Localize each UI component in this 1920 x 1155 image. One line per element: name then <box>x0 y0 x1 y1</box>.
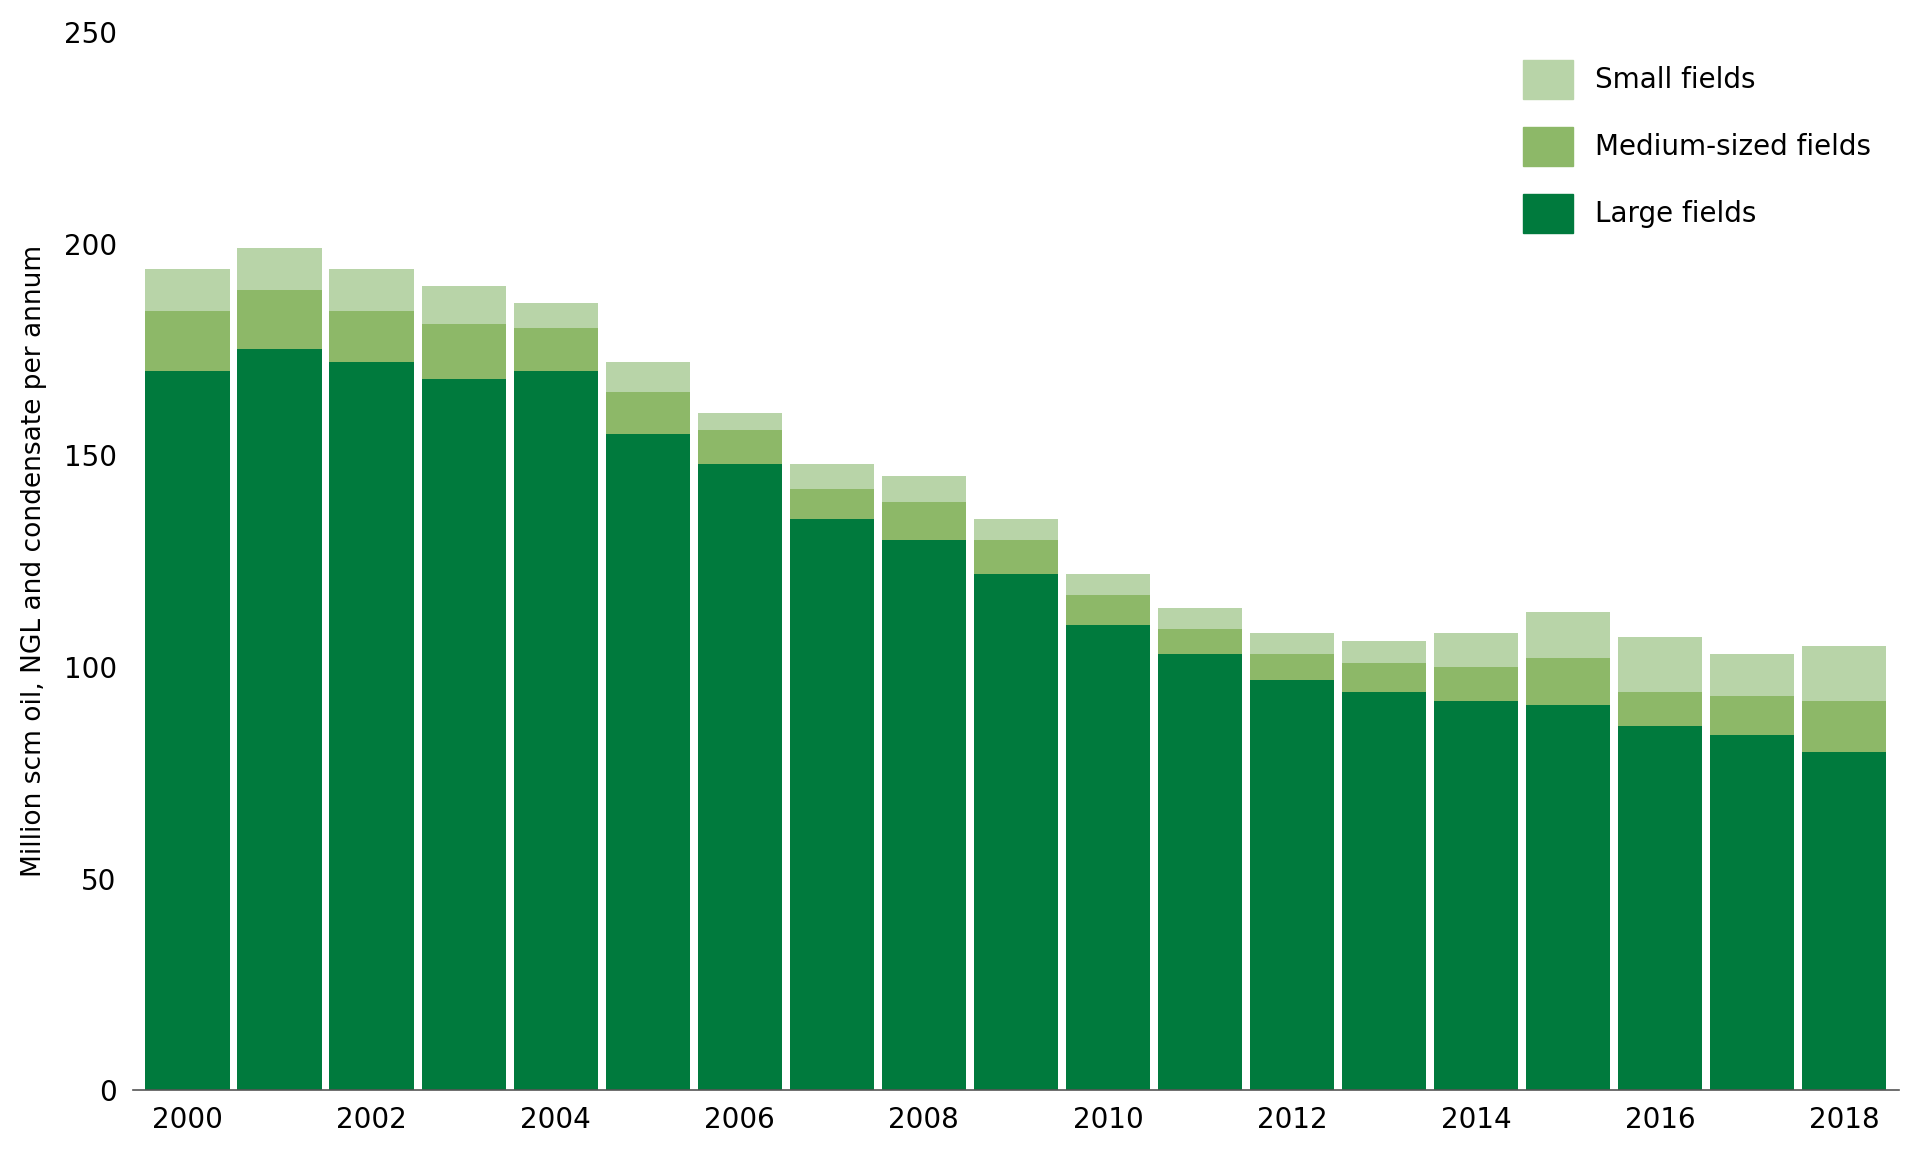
Bar <box>513 303 599 328</box>
Bar <box>1066 595 1150 625</box>
Bar <box>1158 654 1242 1090</box>
Bar <box>146 311 230 371</box>
Bar <box>881 501 966 539</box>
Bar <box>605 434 689 1090</box>
Bar <box>1250 633 1334 654</box>
Bar <box>1801 752 1885 1090</box>
Bar <box>422 285 507 323</box>
Bar <box>330 362 415 1090</box>
Bar <box>513 328 599 371</box>
Bar <box>1434 666 1519 701</box>
Bar <box>1342 692 1427 1090</box>
Bar <box>1709 654 1795 696</box>
Bar <box>422 323 507 379</box>
Bar <box>1158 608 1242 628</box>
Bar <box>238 247 323 290</box>
Bar <box>881 476 966 501</box>
Bar <box>1434 633 1519 666</box>
Bar <box>1434 701 1519 1090</box>
Bar <box>1619 692 1703 726</box>
Bar <box>697 412 781 430</box>
Bar <box>697 463 781 1090</box>
Bar <box>1619 638 1703 692</box>
Bar <box>1526 705 1611 1090</box>
Bar <box>146 269 230 311</box>
Bar <box>1709 735 1795 1090</box>
Bar <box>1342 641 1427 663</box>
Bar <box>330 311 415 362</box>
Bar <box>330 269 415 311</box>
Bar <box>697 430 781 463</box>
Bar <box>973 519 1058 539</box>
Bar <box>1066 574 1150 595</box>
Bar <box>238 290 323 349</box>
Bar <box>973 574 1058 1090</box>
Bar <box>881 539 966 1090</box>
Bar <box>238 349 323 1090</box>
Bar <box>1801 701 1885 752</box>
Bar <box>789 489 874 519</box>
Bar <box>422 379 507 1090</box>
Bar <box>1250 679 1334 1090</box>
Bar <box>605 362 689 392</box>
Bar <box>1526 612 1611 658</box>
Bar <box>1801 646 1885 701</box>
Bar <box>1066 625 1150 1090</box>
Bar <box>789 463 874 489</box>
Bar <box>1709 696 1795 735</box>
Bar <box>973 539 1058 574</box>
Bar <box>1158 628 1242 654</box>
Bar <box>789 519 874 1090</box>
Bar <box>1342 663 1427 692</box>
Bar <box>1526 658 1611 705</box>
Legend: Small fields, Medium-sized fields, Large fields: Small fields, Medium-sized fields, Large… <box>1509 46 1885 247</box>
Y-axis label: Million scm oil, NGL and condensate per annum: Million scm oil, NGL and condensate per … <box>21 245 46 877</box>
Bar <box>146 371 230 1090</box>
Bar <box>513 371 599 1090</box>
Bar <box>605 392 689 434</box>
Bar <box>1619 726 1703 1090</box>
Bar <box>1250 654 1334 679</box>
